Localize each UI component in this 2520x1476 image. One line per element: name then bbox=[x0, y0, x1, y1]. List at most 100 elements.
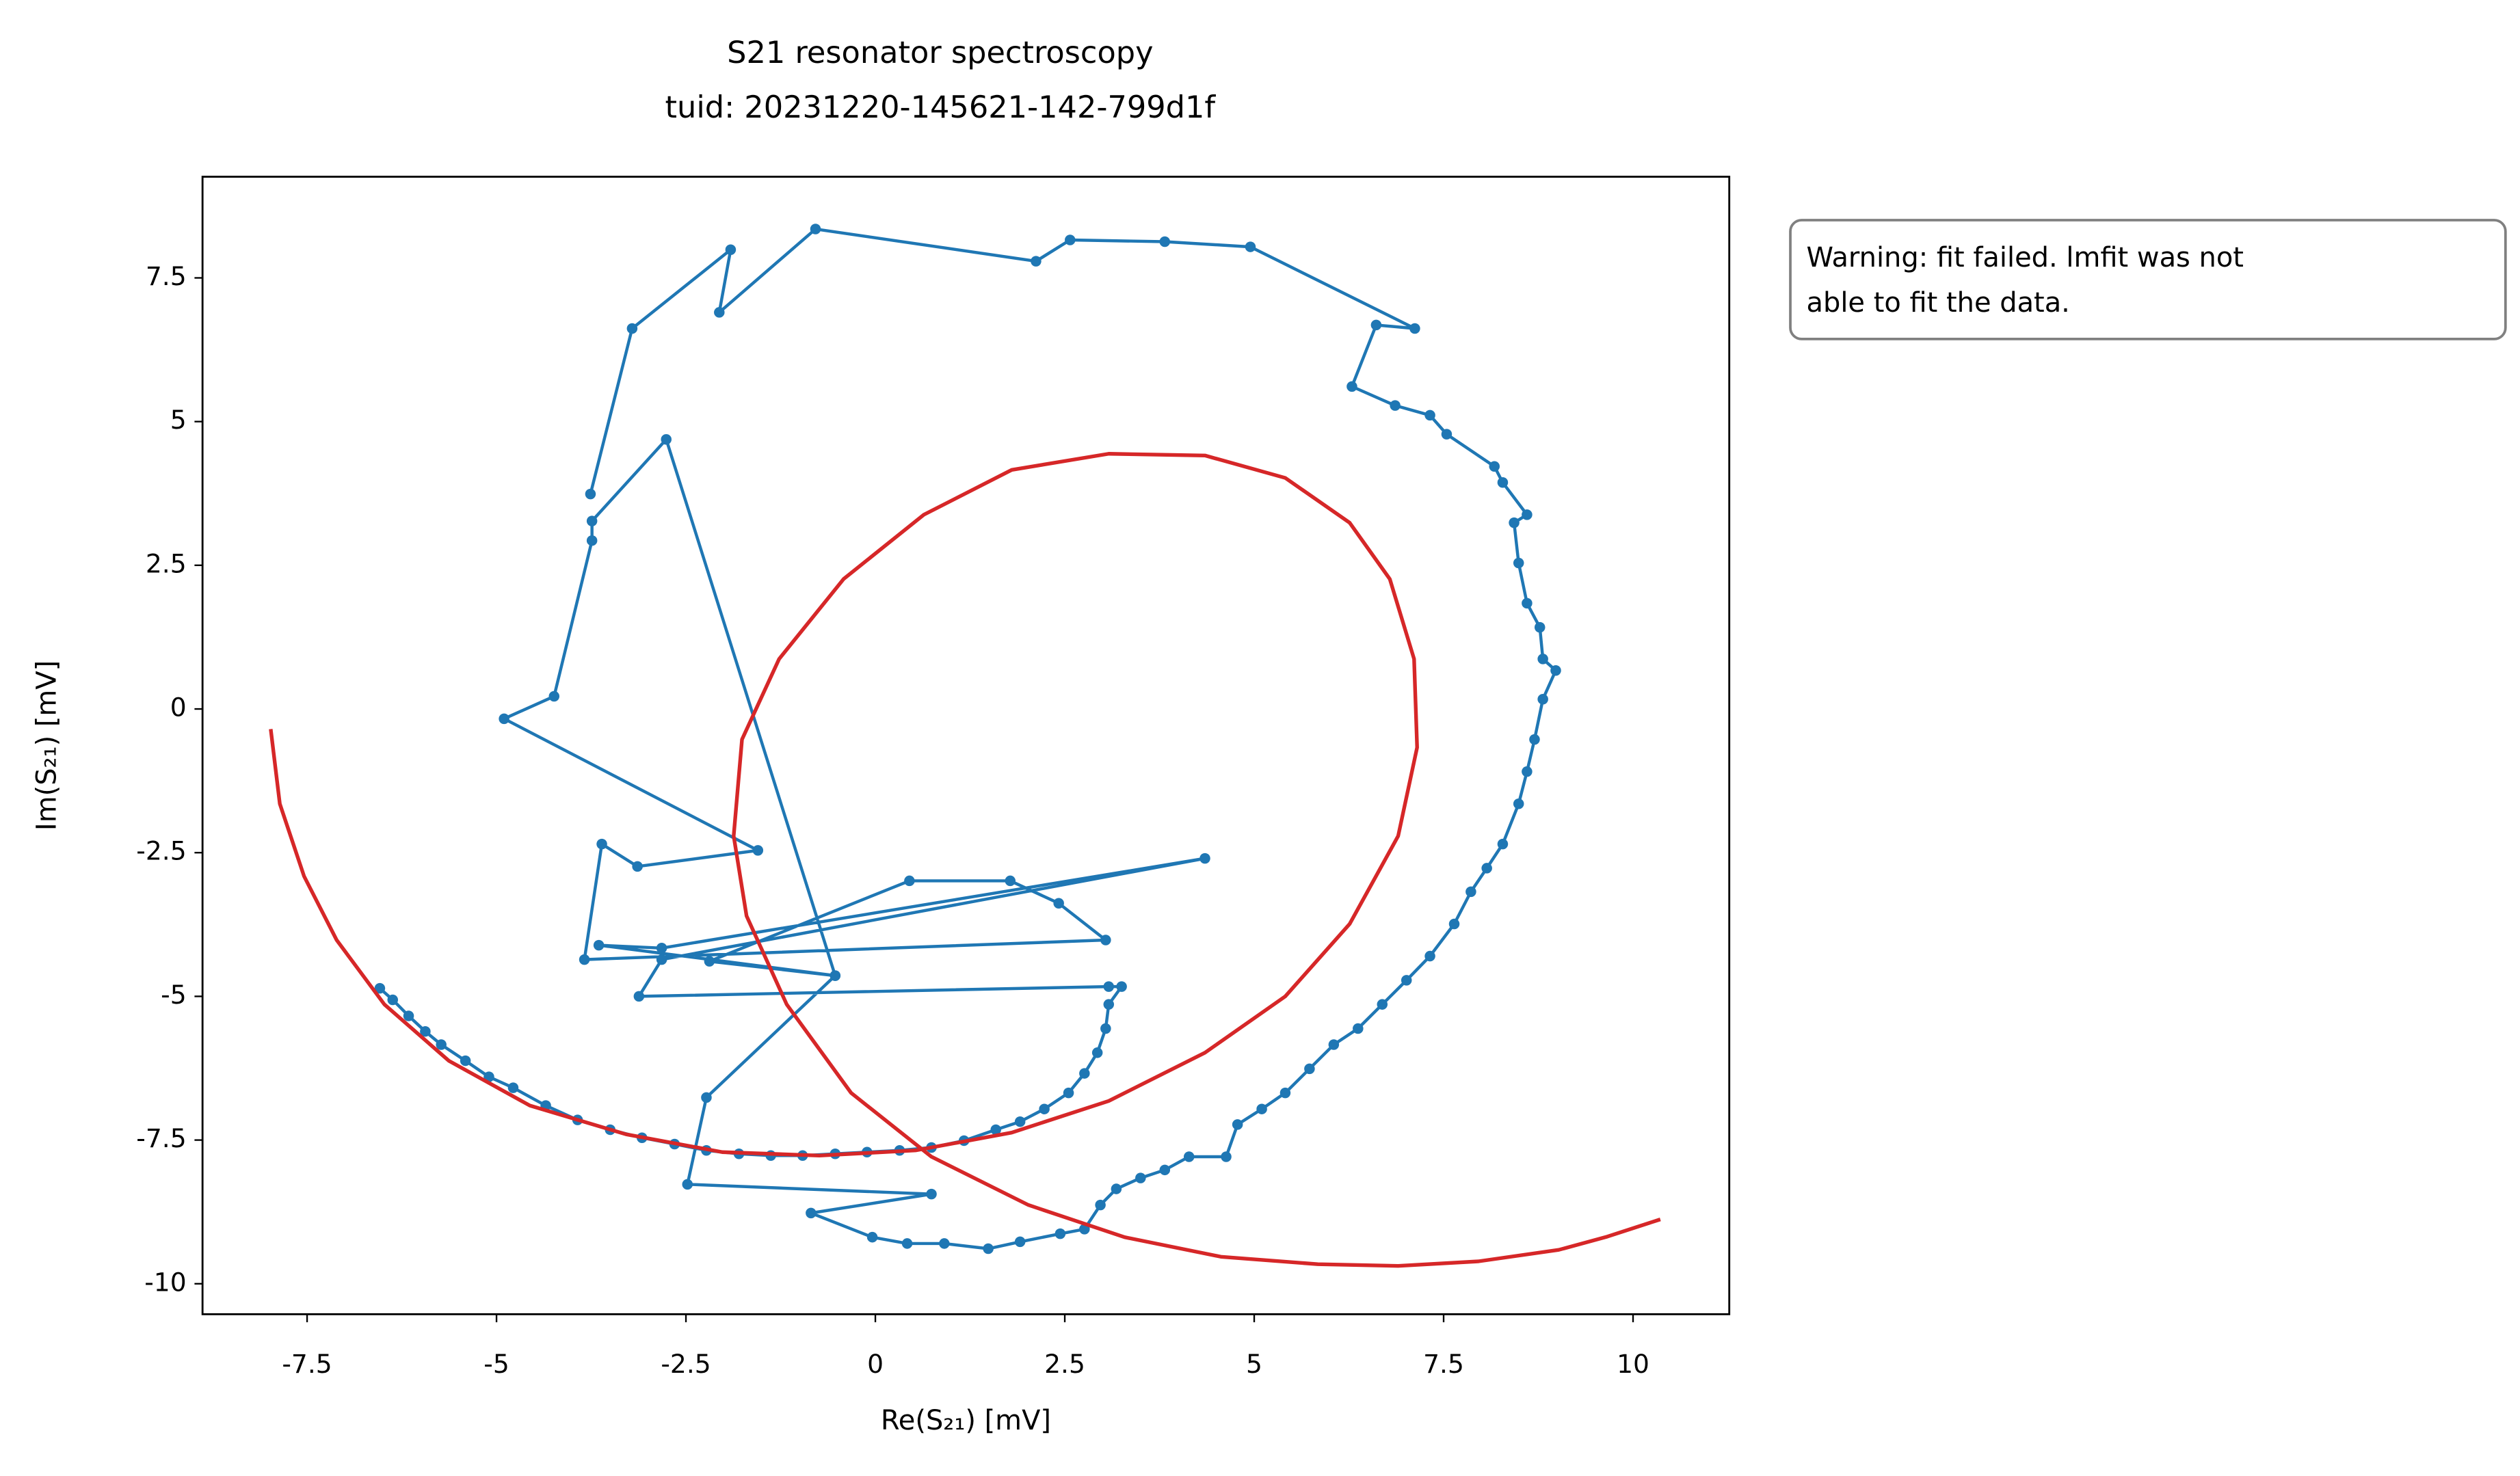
data-point bbox=[661, 433, 672, 445]
data-point bbox=[1053, 898, 1064, 909]
data-point bbox=[1550, 665, 1561, 676]
data-point bbox=[1159, 1164, 1171, 1176]
data-point bbox=[596, 838, 607, 850]
data-point bbox=[830, 970, 841, 981]
data-point bbox=[1199, 853, 1210, 864]
data-point bbox=[1100, 1023, 1111, 1034]
data-point bbox=[1465, 886, 1476, 898]
data-point bbox=[1111, 1183, 1122, 1194]
data-point bbox=[1441, 429, 1453, 440]
series-line bbox=[378, 227, 1558, 1250]
data-point bbox=[1522, 509, 1533, 520]
data-point bbox=[1522, 598, 1533, 609]
data-point bbox=[901, 1238, 913, 1249]
data-point bbox=[1103, 999, 1115, 1010]
data-point bbox=[1497, 477, 1509, 488]
data-point bbox=[460, 1055, 471, 1066]
data-point bbox=[1055, 1228, 1066, 1239]
data-point bbox=[1103, 981, 1115, 992]
data-point bbox=[990, 1124, 1001, 1136]
chart-title: S21 resonator spectroscopy bbox=[727, 35, 1153, 70]
data-point bbox=[374, 982, 386, 994]
data-point bbox=[1079, 1068, 1090, 1079]
data-point bbox=[1100, 935, 1111, 945]
data-point bbox=[499, 713, 509, 725]
data-point bbox=[1328, 1039, 1340, 1050]
x-tick-label: 2.5 bbox=[1044, 1349, 1085, 1379]
data-point bbox=[1481, 863, 1492, 874]
data-point bbox=[1159, 236, 1171, 247]
data-point bbox=[1509, 517, 1520, 528]
data-point bbox=[1063, 1087, 1074, 1099]
data-point bbox=[866, 1231, 878, 1243]
y-tick-label: -7.5 bbox=[136, 1123, 186, 1153]
y-axis-label: Im(S₂₁) [mV] bbox=[31, 660, 63, 831]
data-point bbox=[1304, 1063, 1315, 1075]
data-point bbox=[701, 1092, 712, 1103]
data-point bbox=[507, 1082, 519, 1093]
data-point bbox=[1390, 400, 1401, 411]
data-point bbox=[1370, 319, 1382, 331]
data-point bbox=[1005, 875, 1016, 887]
data-point bbox=[1522, 766, 1533, 777]
data-point bbox=[1537, 654, 1548, 665]
data-point bbox=[1091, 1047, 1103, 1058]
data-point bbox=[1448, 918, 1460, 930]
data-point bbox=[939, 1238, 950, 1249]
chart-subtitle: tuid: 20231220-145621-142-799d1f bbox=[665, 90, 1217, 125]
data-point bbox=[1353, 1023, 1364, 1034]
data-point bbox=[1513, 557, 1524, 569]
data-point bbox=[1537, 693, 1548, 705]
x-tick-label: -5 bbox=[483, 1349, 509, 1379]
data-point bbox=[1095, 1199, 1106, 1211]
data-point bbox=[983, 1243, 994, 1254]
data-point bbox=[1377, 999, 1388, 1010]
data-point bbox=[1039, 1103, 1050, 1114]
data-point bbox=[1135, 1172, 1146, 1183]
data-point bbox=[1347, 381, 1357, 392]
x-tick-label: 5 bbox=[1246, 1349, 1262, 1379]
data-point bbox=[904, 875, 915, 887]
data-point bbox=[1065, 234, 1076, 245]
data-point bbox=[656, 954, 667, 965]
data-point bbox=[1279, 1087, 1291, 1099]
data-point bbox=[1424, 950, 1435, 962]
x-axis-label: Re(S₂₁) [mV] bbox=[881, 1405, 1051, 1436]
data-point bbox=[593, 939, 605, 951]
data-point bbox=[1489, 461, 1500, 472]
data-point bbox=[682, 1179, 693, 1190]
y-tick-label: -10 bbox=[144, 1267, 186, 1297]
plot-area bbox=[269, 224, 1661, 1268]
data-point bbox=[1221, 1151, 1232, 1162]
annotation-line: able to fit the data. bbox=[1807, 287, 2070, 319]
data-point bbox=[1513, 799, 1524, 809]
data-point bbox=[1014, 1236, 1026, 1248]
data-point bbox=[579, 954, 590, 965]
x-tick-label: -7.5 bbox=[282, 1349, 332, 1379]
data-point bbox=[1424, 410, 1435, 421]
data-point bbox=[752, 845, 764, 856]
data-point bbox=[1401, 975, 1412, 986]
y-tick-label: -2.5 bbox=[136, 836, 186, 866]
y-tick-label: 7.5 bbox=[146, 261, 187, 291]
data-point bbox=[1245, 241, 1256, 252]
x-tick-label: 10 bbox=[1617, 1349, 1649, 1379]
data-point bbox=[626, 323, 638, 334]
data-point bbox=[436, 1039, 447, 1050]
x-tick-label: 0 bbox=[867, 1349, 884, 1379]
data-point bbox=[1031, 256, 1042, 267]
plot-frame bbox=[201, 176, 1731, 1315]
data-point bbox=[387, 994, 399, 1006]
data-point bbox=[1409, 323, 1420, 334]
y-tick-label: 0 bbox=[170, 693, 187, 723]
data-point bbox=[403, 1010, 414, 1021]
y-tick-label: 5 bbox=[170, 405, 187, 435]
data-point bbox=[1183, 1151, 1195, 1162]
x-tick-label: -2.5 bbox=[661, 1349, 711, 1379]
x-tick-label: 7.5 bbox=[1423, 1349, 1464, 1379]
series-line bbox=[269, 452, 1661, 1268]
data-point bbox=[1116, 981, 1127, 992]
data-point bbox=[1014, 1116, 1026, 1127]
